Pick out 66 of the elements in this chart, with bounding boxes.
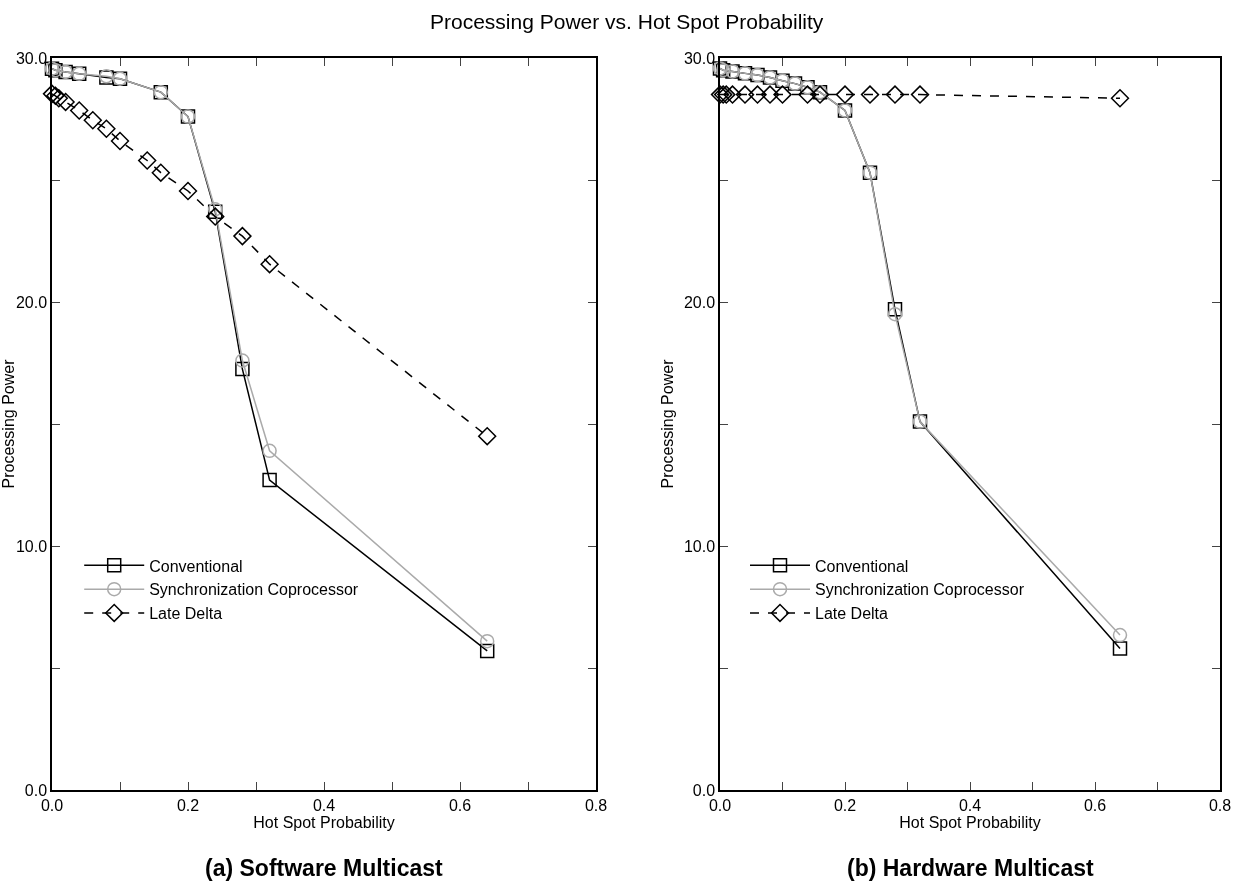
legend-label: Late Delta: [815, 605, 889, 623]
legend-label: Synchronization Coprocessor: [815, 581, 1025, 599]
point: [260, 254, 279, 274]
legend-label: Conventional: [815, 557, 909, 575]
point: [887, 306, 903, 322]
point: [479, 643, 495, 659]
y-tick-label: 10.0: [683, 537, 716, 555]
point: [206, 207, 225, 226]
x-tick-label: 0.6: [448, 796, 472, 814]
x-axis-title: Hot Spot Probability: [899, 814, 1041, 832]
point: [97, 119, 116, 138]
text: (b) Hardware Multicast: [847, 855, 1094, 881]
y-tick-label: 0.0: [692, 781, 716, 799]
x-tick-label: 0.2: [176, 796, 200, 814]
point: [885, 85, 905, 104]
point: [1112, 627, 1128, 643]
point: [479, 633, 495, 649]
point: [178, 181, 198, 201]
legend-label: Late Delta: [149, 605, 223, 623]
chart-title: Processing Power vs. Hot Spot Probability: [430, 10, 824, 33]
y-tick-label: 30.0: [683, 49, 716, 67]
x-tick-label: 0.2: [833, 796, 857, 814]
y-axis-title: Processing Power: [659, 358, 677, 489]
y-tick-label: 20.0: [683, 293, 716, 311]
point: [887, 302, 903, 317]
point: [717, 85, 736, 104]
point: [478, 427, 497, 446]
text: (a) Software Multicast: [205, 855, 444, 881]
x-tick-label: 0.8: [1208, 796, 1232, 814]
y-axis-title: Processing Power: [0, 358, 17, 489]
point: [1112, 641, 1128, 656]
point: [735, 85, 755, 104]
point: [56, 92, 75, 112]
y-tick-label: 30.0: [15, 49, 48, 67]
point: [748, 85, 767, 104]
point: [910, 85, 930, 104]
point: [70, 101, 89, 120]
point: [262, 472, 277, 488]
x-tick-label: 0.8: [584, 796, 608, 814]
x-tick-label: 0.0: [40, 796, 64, 814]
x-axis-title: Hot Spot Probability: [253, 814, 395, 832]
y-tick-label: 0.0: [24, 781, 48, 799]
point: [760, 85, 780, 104]
point: [1110, 89, 1130, 108]
point: [835, 85, 855, 104]
point: [262, 443, 277, 459]
point: [110, 131, 130, 151]
point: [235, 353, 250, 368]
point: [773, 85, 792, 104]
x-tick-label: 0.6: [1083, 796, 1107, 814]
point: [235, 361, 250, 377]
legend-label: Synchronization Coprocessor: [149, 581, 359, 599]
x-tick-label: 0.0: [708, 796, 732, 814]
x-tick-label: 0.4: [312, 796, 336, 814]
point: [138, 151, 157, 170]
point: [83, 111, 102, 130]
y-tick-label: 20.0: [15, 293, 48, 311]
y-tick-label: 10.0: [15, 537, 48, 555]
legend-label: Conventional: [149, 557, 243, 575]
point: [810, 85, 830, 104]
point: [151, 163, 170, 182]
x-tick-label: 0.4: [958, 796, 982, 814]
point: [860, 85, 880, 104]
point: [233, 226, 252, 246]
point: [798, 85, 817, 104]
point: [723, 85, 742, 104]
